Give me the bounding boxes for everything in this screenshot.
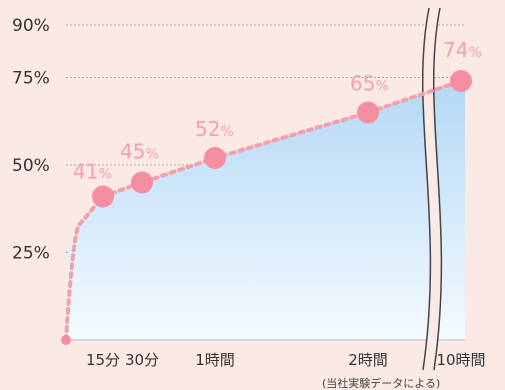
data-point xyxy=(204,147,226,169)
data-label: 52% xyxy=(195,117,234,141)
data-label: 74% xyxy=(443,38,482,62)
data-point-origin xyxy=(61,335,71,345)
area-fill xyxy=(66,81,465,340)
data-points: 41% 45% 52% 65% 74% xyxy=(61,38,482,345)
data-label: 65% xyxy=(350,72,389,96)
x-tick-label: 1時間 xyxy=(195,351,235,369)
x-tick-label: 30分 xyxy=(125,351,159,369)
data-point xyxy=(357,101,379,124)
axis-break-gap xyxy=(423,7,441,371)
x-axis-ticks: 15分 30分 1時間 2時間 10時間 xyxy=(86,351,486,369)
y-tick-label: 50% xyxy=(12,156,50,176)
data-point xyxy=(92,185,114,208)
x-tick-label: 2時間 xyxy=(348,351,388,369)
data-point xyxy=(450,70,472,92)
y-tick-label: 90% xyxy=(12,16,50,36)
x-tick-label: 15分 xyxy=(86,351,120,369)
x-tick-label: 10時間 xyxy=(436,351,485,369)
y-axis-ticks: 90% 75% 50% 25% xyxy=(12,16,50,264)
footnote: (当社実験データによる) xyxy=(322,376,440,390)
y-tick-label: 25% xyxy=(12,244,50,264)
data-label: 45% xyxy=(120,140,159,164)
data-label: 41% xyxy=(73,160,112,184)
axis-break-mark xyxy=(421,7,443,371)
data-point xyxy=(131,171,153,194)
y-tick-label: 75% xyxy=(12,69,50,89)
